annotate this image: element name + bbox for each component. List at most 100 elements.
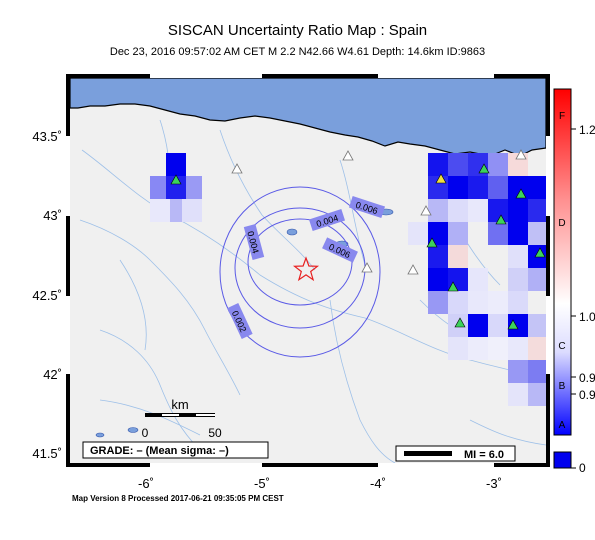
- grid-cell: [448, 291, 468, 314]
- station-marker: [447, 281, 459, 292]
- grid-cell: [448, 245, 468, 268]
- grid-cell: [408, 222, 428, 245]
- colorbar-value: 0.9: [579, 388, 595, 402]
- grid-cell: [508, 268, 528, 291]
- grade-letter-f: F: [559, 111, 565, 122]
- colorbar-value: 1.0: [579, 310, 595, 324]
- grid-cell: [166, 176, 186, 199]
- lon-tick: -5˚: [254, 476, 270, 491]
- grid-cell: [468, 268, 488, 291]
- grid-cell: [468, 337, 488, 360]
- grade-letter-d: D: [558, 218, 565, 229]
- grid-cell: [528, 199, 546, 222]
- station-marker: [361, 262, 373, 273]
- scale-bar: km 0 50: [142, 397, 222, 440]
- lat-tick: 43˚: [43, 208, 62, 223]
- grid-cell: [488, 291, 508, 314]
- station-marker: [515, 149, 527, 160]
- grid-cell: [508, 245, 528, 268]
- grid-cell: [448, 222, 468, 245]
- event-info: Dec 23, 2016 09:57:02 AM CET M 2.2 N42.6…: [109, 46, 486, 58]
- colorbar: F D C B A 1.2 1.0 0.9 0.9 0: [553, 88, 595, 475]
- scale-tick-0: 0: [142, 426, 149, 440]
- grid-cell: [488, 176, 508, 199]
- lat-tick: 41.5˚: [32, 446, 62, 461]
- grid-cell: [488, 222, 508, 245]
- grid-cell: [488, 153, 508, 176]
- station-marker: [426, 237, 438, 248]
- grade-box: GRADE: – (Mean sigma: –): [82, 441, 269, 459]
- grid-cell: [448, 176, 468, 199]
- map-title: SISCAN Uncertainty Ratio Map : Spain: [167, 22, 428, 39]
- grid-cell: [488, 314, 508, 337]
- contour-labels: 0.004 0.004 0.006 0.006 0.002: [227, 196, 386, 339]
- grid-cell: [528, 176, 546, 199]
- station-marker: [342, 150, 354, 161]
- grid-cell: [166, 153, 186, 176]
- grid-cell: [528, 268, 546, 291]
- colorbar-value: 1.2: [579, 123, 595, 137]
- grid-cell: [182, 199, 202, 222]
- grid-cell: [150, 199, 170, 222]
- colorbar-value: 0: [579, 461, 586, 475]
- lon-tick: -4˚: [370, 476, 386, 491]
- mi-label: MI = 6.0: [464, 449, 504, 461]
- grid-cell: [528, 222, 546, 245]
- grade-label: GRADE: – (Mean sigma: –): [90, 445, 229, 457]
- grid-cell: [468, 199, 488, 222]
- mi-legend: MI = 6.0: [395, 445, 516, 462]
- processing-footer: Map Version 8 Processed 2017-06-21 09:35…: [72, 494, 284, 503]
- longitude-labels: -6˚ -5˚ -4˚ -3˚: [138, 476, 502, 491]
- uncertainty-grid: [150, 153, 546, 406]
- grid-cell: [468, 314, 488, 337]
- grid-cell: [508, 360, 528, 383]
- grid-cell: [508, 383, 528, 406]
- station-marker: [515, 188, 527, 199]
- grid-cell: [528, 337, 546, 360]
- station-marker: [478, 163, 490, 174]
- grid-cell: [166, 199, 186, 222]
- grid-cell: [448, 153, 468, 176]
- latitude-labels: 43.5˚ 43˚ 42.5˚ 42˚ 41.5˚: [32, 129, 62, 461]
- epicenter-star: [292, 256, 320, 282]
- stations: [170, 149, 546, 330]
- station-marker: [231, 163, 243, 174]
- grid-cell: [528, 314, 546, 337]
- grid-cell: [468, 291, 488, 314]
- grid-cell: [488, 199, 508, 222]
- grid-cell: [182, 176, 202, 199]
- station-marker: [170, 174, 182, 185]
- grid-cell: [428, 245, 448, 268]
- station-marker: [435, 173, 447, 184]
- grid-cell: [468, 176, 488, 199]
- station-marker: [454, 317, 466, 328]
- scale-unit: km: [171, 397, 188, 412]
- lon-tick: -3˚: [486, 476, 502, 491]
- station-marker: [407, 264, 419, 275]
- grade-letter-c: C: [558, 341, 565, 352]
- lat-tick: 42˚: [43, 367, 62, 382]
- lon-tick: -6˚: [138, 476, 154, 491]
- grid-cell: [508, 199, 528, 222]
- grid-cell: [508, 337, 528, 360]
- grid-cell: [528, 383, 546, 406]
- scale-tick-50: 50: [208, 426, 222, 440]
- grid-cell: [428, 153, 448, 176]
- station-marker: [420, 205, 432, 216]
- station-marker: [534, 247, 546, 258]
- grid-cell: [528, 360, 546, 383]
- grid-cell: [448, 199, 468, 222]
- grid-cell: [150, 176, 170, 199]
- grid-cell: [488, 337, 508, 360]
- station-marker: [495, 214, 507, 225]
- grid-cell: [508, 222, 528, 245]
- lat-tick: 42.5˚: [32, 288, 62, 303]
- grade-letter-a: A: [559, 420, 566, 431]
- colorbar-value: 0.9: [579, 371, 595, 385]
- grade-letter-b: B: [559, 381, 566, 392]
- grid-cell: [508, 291, 528, 314]
- grid-cell: [428, 291, 448, 314]
- station-marker: [507, 319, 519, 330]
- grid-cell: [448, 337, 468, 360]
